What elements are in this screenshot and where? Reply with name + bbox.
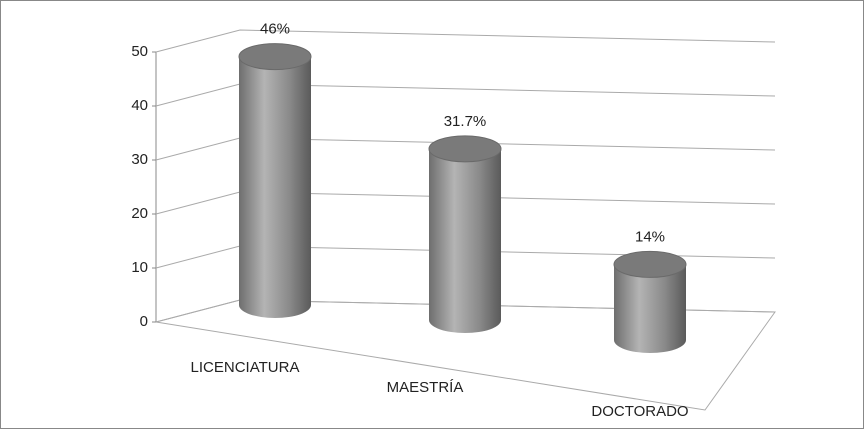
bar-top: [238, 43, 312, 71]
bar: [239, 56, 311, 318]
value-label: 31.7%: [444, 113, 487, 130]
x-tick-label: LICENCIATURA: [191, 359, 300, 376]
value-label: 14%: [635, 228, 665, 245]
bar: [429, 148, 501, 333]
x-tick-label: MAESTRÍA: [387, 379, 464, 396]
y-tick-label: 40: [131, 97, 148, 114]
bar-top: [428, 135, 502, 163]
value-label: 46%: [260, 21, 290, 38]
x-tick-label: DOCTORADO: [591, 403, 688, 420]
y-tick-label: 10: [131, 259, 148, 276]
y-tick-label: 30: [131, 151, 148, 168]
y-tick-label: 0: [140, 313, 148, 330]
grid-line: [155, 29, 776, 53]
bar: [614, 264, 686, 353]
bar-top: [613, 250, 687, 278]
y-tick-label: 50: [131, 43, 148, 60]
y-tick-label: 20: [131, 205, 148, 222]
